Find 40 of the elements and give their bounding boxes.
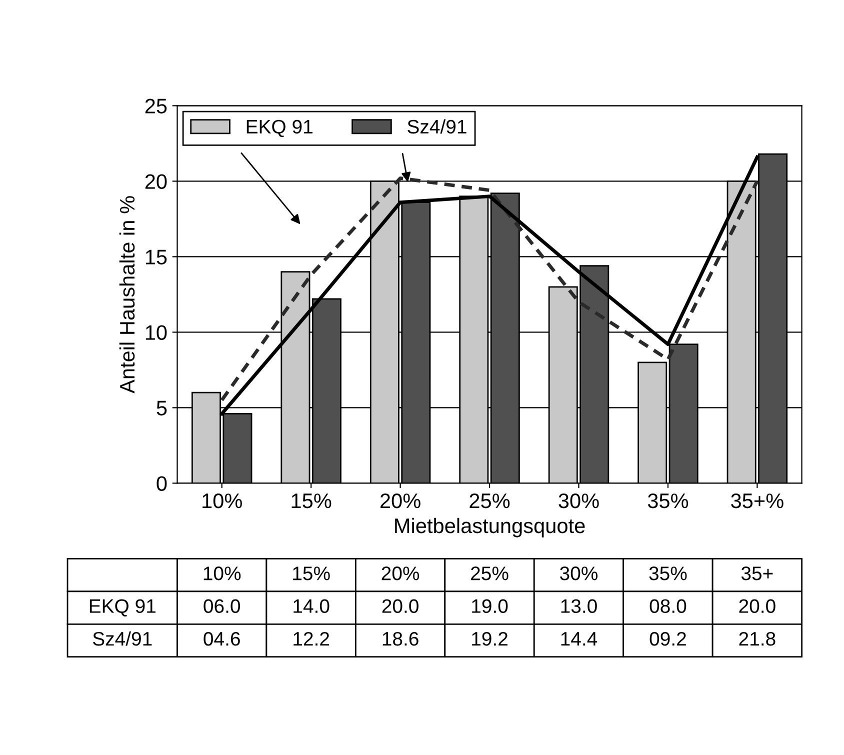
data-label: 04.6: [204, 632, 240, 646]
data-label: 13.0: [561, 599, 597, 613]
text: Sz4/91: [93, 631, 152, 646]
text: 30%: [560, 566, 598, 580]
x-tick-label: 20%: [380, 493, 420, 508]
text: EKQ 91: [90, 599, 156, 616]
y-tick-label: 20: [145, 174, 167, 189]
data-label: 14.4: [561, 632, 598, 646]
text: 20%: [382, 566, 420, 580]
x-axis-title: Mietbelastungsquote: [395, 518, 585, 538]
x-tick-label: 10%: [202, 493, 242, 508]
data-label: 21.8: [739, 632, 776, 646]
x-tick-label: 15%: [292, 494, 332, 508]
data-label: 19.0: [472, 599, 508, 613]
text: 35%: [649, 566, 687, 580]
y-tick-label: 0: [156, 476, 167, 491]
data-label: 18.6: [382, 632, 418, 646]
legend-label: Sz4/91: [408, 119, 466, 134]
y-axis-title: Anteil Haushalte in %: [119, 196, 135, 394]
text: 15%: [293, 566, 330, 580]
legend-label: EKQ 91: [246, 120, 312, 138]
text: 10%: [204, 566, 241, 580]
text: 35+: [741, 566, 773, 580]
data-label: 08.0: [650, 599, 686, 613]
data-label: 12.2: [294, 632, 330, 646]
y-tick-label: 10: [146, 325, 167, 340]
x-tick-label: 35+%: [731, 493, 784, 508]
x-tick-label: 30%: [558, 493, 599, 508]
y-tick-label: 25: [145, 98, 167, 114]
data-label: 06.0: [204, 599, 240, 613]
text: 25%: [471, 566, 508, 580]
y-tick-label: 5: [156, 400, 167, 416]
data-label: 14.0: [294, 599, 330, 613]
data-label: 20.0: [739, 599, 776, 613]
data-label: 19.2: [472, 632, 508, 646]
data-label: 20.0: [382, 599, 418, 613]
y-tick-label: 15: [146, 250, 167, 264]
data-label: 09.2: [650, 632, 686, 646]
x-tick-label: 35%: [648, 493, 688, 508]
x-tick-label: 25%: [470, 493, 510, 508]
